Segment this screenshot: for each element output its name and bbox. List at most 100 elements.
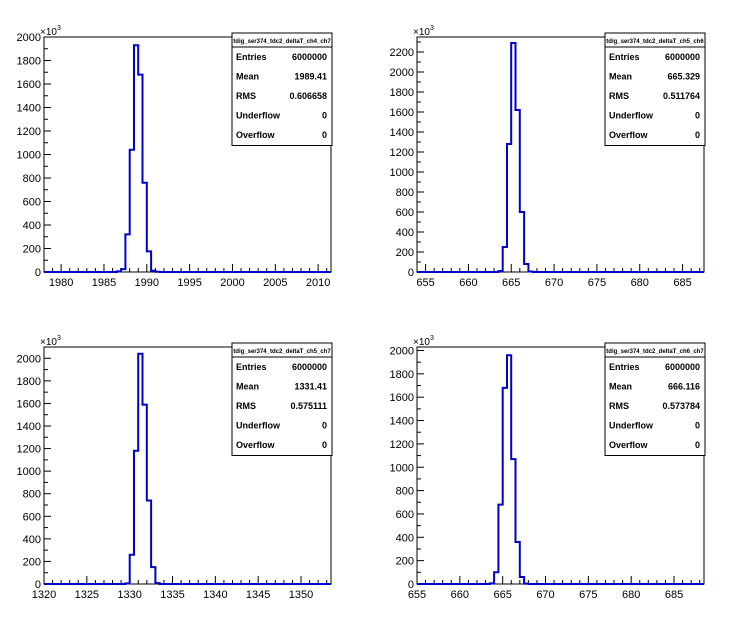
- stats-label: Mean: [609, 72, 632, 82]
- histogram-bin: [121, 269, 125, 272]
- x-tick-label: 665: [502, 277, 520, 289]
- histogram-bin: [503, 247, 507, 272]
- x-tick-label: 1330: [117, 589, 141, 601]
- y-tick-label: 600: [23, 511, 41, 523]
- stats-label: Mean: [236, 72, 259, 82]
- stats-value: 0.606658: [289, 91, 327, 101]
- histogram-bin: [507, 144, 511, 272]
- y-tick-label: 1200: [17, 444, 41, 456]
- y-tick-label: 1600: [17, 79, 41, 91]
- histogram-bin: [125, 583, 129, 584]
- y-exponent-power: 3: [57, 335, 61, 342]
- stats-value: 1989.41: [294, 72, 327, 82]
- y-tick-label: 1600: [390, 392, 414, 404]
- y-tick-label: 1400: [390, 127, 414, 139]
- stats-label: Entries: [236, 362, 267, 372]
- y-tick-label: 2000: [17, 353, 41, 365]
- y-tick-label: 2000: [390, 346, 414, 358]
- x-tick-label: 2000: [220, 277, 244, 289]
- histogram-bin: [130, 150, 134, 272]
- stats-label: Overflow: [236, 440, 276, 450]
- stats-label: Underflow: [609, 421, 654, 431]
- y-tick-label: 1600: [390, 107, 414, 119]
- histogram-bin: [511, 459, 515, 584]
- stats-label: RMS: [236, 91, 256, 101]
- histogram-bin: [151, 271, 155, 272]
- histogram-panel: 0 200 400 600 800 1000 1200 1400 1600 1800 2000 198…: [17, 25, 333, 289]
- y-exponent-label: ×10: [413, 27, 430, 38]
- y-tick-label: 1200: [390, 147, 414, 159]
- y-tick-label: 1200: [17, 126, 41, 138]
- histogram-bin: [494, 572, 498, 584]
- y-tick-label: 2000: [17, 32, 41, 44]
- x-tick-label: 1995: [177, 277, 201, 289]
- x-tick-label: 1985: [92, 277, 116, 289]
- y-tick-label: 600: [396, 509, 414, 521]
- histogram-bin: [524, 264, 528, 272]
- y-tick-label: 2200: [390, 47, 414, 59]
- y-tick-label: 1800: [390, 87, 414, 99]
- histogram-bin: [503, 388, 507, 584]
- y-exponent-label: ×10: [413, 337, 430, 348]
- stats-label: Entries: [609, 362, 640, 372]
- y-tick-label: 600: [396, 207, 414, 219]
- histogram-series: [44, 352, 331, 585]
- stats-box: [231, 342, 333, 456]
- histogram-bin: [138, 354, 142, 584]
- histogram-bin: [117, 271, 121, 272]
- stats-label: Overflow: [609, 440, 649, 450]
- histogram-bin: [155, 583, 159, 584]
- histogram-bin: [151, 567, 155, 584]
- histogram-panel: 0 200 400 600 800 1000 1200 1400 1600 1800 2000 220…: [390, 25, 706, 289]
- x-tick-label: 655: [416, 277, 434, 289]
- y-tick-label: 800: [396, 187, 414, 199]
- stats-value: 0: [322, 421, 327, 431]
- stats-box: [231, 32, 333, 146]
- x-tick-label: 2010: [306, 277, 330, 289]
- x-tick-label: 1345: [246, 589, 270, 601]
- histogram-bin: [130, 555, 134, 584]
- stats-value: 0: [695, 440, 700, 450]
- x-tick-label: 665: [493, 589, 511, 601]
- histogram-bin: [516, 542, 520, 584]
- histogram-bin: [143, 183, 147, 272]
- stats-label: RMS: [609, 91, 629, 101]
- y-tick-label: 1000: [390, 167, 414, 179]
- stats-title: tdig_ser374_tdc2_deltaT_ch4_ch7: [233, 39, 331, 45]
- histogram-bin: [147, 251, 151, 272]
- y-exponent-power: 3: [57, 25, 61, 32]
- stats-value: 666.116: [668, 382, 700, 392]
- x-tick-label: 655: [408, 589, 426, 601]
- histogram-bin: [125, 234, 129, 272]
- stats-box: [604, 32, 706, 146]
- y-exponent-label: ×10: [40, 27, 57, 38]
- stats-value: 665.329: [667, 72, 700, 82]
- histogram-bin: [528, 272, 532, 273]
- histogram-bin: [511, 43, 515, 272]
- y-tick-label: 0: [35, 579, 41, 591]
- stats-box: [604, 342, 706, 456]
- histogram-bin: [516, 110, 520, 272]
- y-tick-label: 400: [23, 534, 41, 546]
- y-tick-label: 1600: [17, 398, 41, 410]
- y-tick-label: 400: [23, 220, 41, 232]
- y-exponent-label: ×10: [40, 337, 57, 348]
- stats-value: 0: [695, 111, 700, 121]
- histogram-bin: [134, 451, 138, 584]
- stats-value: 1331.41: [294, 382, 327, 392]
- y-tick-label: 0: [408, 579, 414, 591]
- y-tick-label: 200: [396, 556, 414, 568]
- x-tick-label: 660: [451, 589, 469, 601]
- stats-value: 0: [695, 130, 700, 140]
- stats-label: RMS: [236, 401, 256, 411]
- x-tick-label: 1335: [160, 589, 184, 601]
- y-tick-label: 200: [23, 556, 41, 568]
- histogram-bin: [134, 45, 138, 272]
- stats-label: Entries: [609, 52, 640, 62]
- y-exponent-power: 3: [430, 25, 434, 32]
- stats-value: 6000000: [292, 362, 327, 372]
- y-tick-label: 0: [408, 267, 414, 279]
- y-tick-label: 400: [396, 532, 414, 544]
- y-tick-label: 1400: [17, 421, 41, 433]
- stats-label: Overflow: [609, 130, 649, 140]
